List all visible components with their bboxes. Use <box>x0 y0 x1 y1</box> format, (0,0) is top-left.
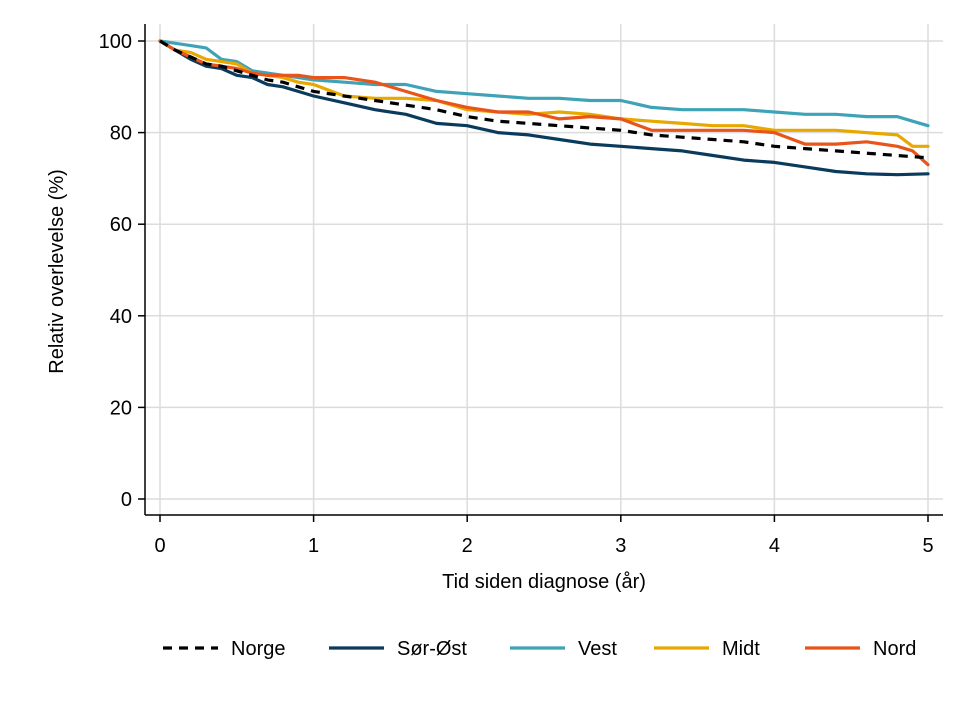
series-line-midt <box>158 39 930 148</box>
series-line-nord <box>158 39 930 167</box>
legend-label-vest: Vest <box>578 638 617 660</box>
x-tick-label: 1 <box>308 535 319 557</box>
legend-label-norge: Norge <box>231 638 285 660</box>
x-tick-label: 5 <box>922 535 933 557</box>
legend-label-nord: Nord <box>873 638 916 660</box>
series-line-vest <box>158 39 930 128</box>
y-tick-label: 20 <box>110 397 132 419</box>
y-tick-label: 40 <box>110 306 132 328</box>
y-tick-label: 100 <box>99 31 132 53</box>
ticks: 0 1 2 3 4 5 0 20 40 60 80 100 <box>99 31 934 557</box>
axes <box>144 24 943 516</box>
legend-label-sor-ost: Sør-Øst <box>397 638 467 660</box>
series-layer <box>158 39 930 177</box>
x-tick-label: 2 <box>462 535 473 557</box>
y-axis-title: Relativ overlevelse (%) <box>46 169 68 374</box>
series-line-sor-ost <box>158 39 930 177</box>
y-tick-label: 80 <box>110 123 132 145</box>
series-line-norge <box>159 39 929 160</box>
x-tick-label: 3 <box>615 535 626 557</box>
legend-label-midt: Midt <box>722 638 760 660</box>
y-tick-label: 0 <box>121 489 132 511</box>
x-tick-label: 4 <box>769 535 780 557</box>
y-tick-label: 60 <box>110 214 132 236</box>
x-tick-label: 0 <box>154 535 165 557</box>
x-axis-title: Tid siden diagnose (år) <box>442 571 646 593</box>
legend: Norge Sør-Øst Vest Midt Nord <box>163 638 916 660</box>
